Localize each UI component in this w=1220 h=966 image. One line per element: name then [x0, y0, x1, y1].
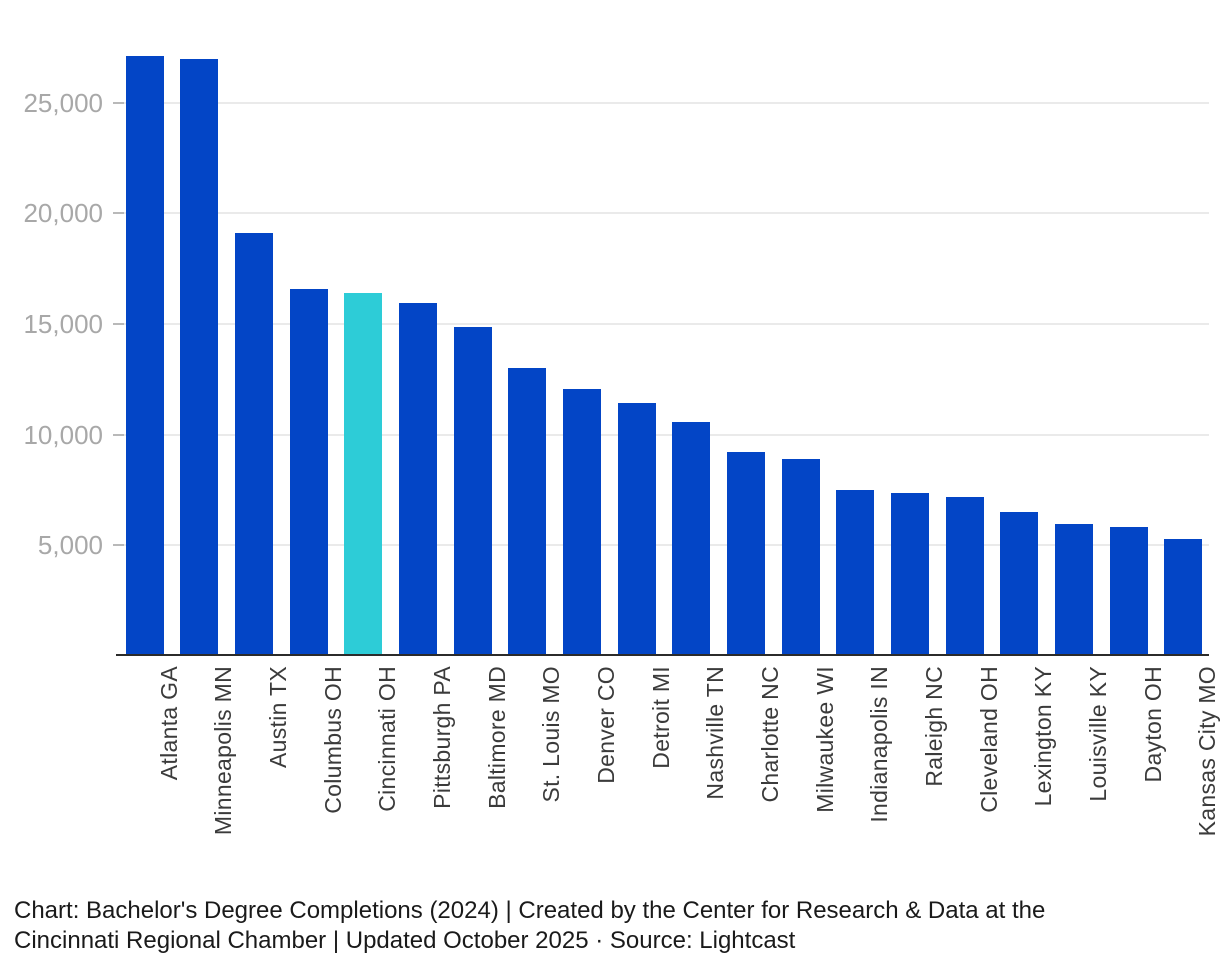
- x-axis-label-milwaukee-wi: Milwaukee WI: [811, 666, 838, 813]
- x-axis-label-indianapolis-in: Indianapolis IN: [866, 666, 893, 823]
- bar-nashville-tn[interactable]: [672, 422, 711, 656]
- x-axis-label-minneapolis-mn: Minneapolis MN: [210, 666, 237, 836]
- y-tick-20000: [113, 212, 124, 215]
- bar-raleigh-nc[interactable]: [890, 493, 929, 656]
- bar-baltimore-md[interactable]: [453, 327, 492, 656]
- x-axis-label-detroit-mi: Detroit MI: [647, 666, 674, 769]
- bar-st-louis-mo[interactable]: [508, 368, 547, 656]
- x-axis-label-denver-co: Denver CO: [593, 666, 619, 784]
- bar-austin-tx[interactable]: [235, 233, 273, 656]
- x-axis-label-dayton-oh: Dayton OH: [1139, 666, 1166, 783]
- bar-columbus-oh[interactable]: [289, 288, 328, 656]
- x-axis-label-cincinnati-oh: Cincinnati OH: [374, 666, 401, 812]
- bar-dayton-oh[interactable]: [1109, 526, 1148, 656]
- bar-cincinnati-oh[interactable]: [344, 292, 383, 656]
- x-axis-label-kansas-city-mo: Kansas City MO: [1194, 666, 1220, 837]
- x-axis-label-st-louis-mo: St. Louis MO: [538, 666, 565, 803]
- x-axis-label-lexington-ky: Lexington KY: [1030, 666, 1057, 807]
- x-axis-line: [116, 653, 1209, 656]
- y-axis-label-25000: 25,000: [23, 87, 103, 118]
- gridline-15000: [116, 322, 1209, 325]
- y-tick-15000: [113, 322, 124, 325]
- bar-atlanta-ga[interactable]: [125, 56, 164, 656]
- gridline-20000: [116, 212, 1209, 215]
- y-axis-label-15000: 15,000: [23, 308, 103, 339]
- bar-pittsburgh-pa[interactable]: [399, 302, 437, 656]
- gridline-5000: [116, 544, 1209, 547]
- x-axis-label-raleigh-nc: Raleigh NC: [920, 666, 947, 787]
- bar-kansas-city-mo[interactable]: [1164, 538, 1203, 656]
- bar-cleveland-oh[interactable]: [945, 496, 984, 656]
- x-axis-label-atlanta-ga: Atlanta GA: [155, 666, 182, 781]
- bar-lexington-ky[interactable]: [1000, 512, 1039, 656]
- gridline-10000: [116, 433, 1209, 436]
- y-axis-label-5000: 5,000: [37, 530, 103, 561]
- bar-milwaukee-wi[interactable]: [781, 459, 820, 656]
- x-axis-label-baltimore-md: Baltimore MD: [483, 666, 510, 809]
- x-axis-label-nashville-tn: Nashville TN: [702, 666, 729, 800]
- chart-caption: Chart: Bachelor's Degree Completions (20…: [14, 896, 1204, 956]
- x-axis-label-columbus-oh: Columbus OH: [319, 666, 346, 814]
- bar-charlotte-nc[interactable]: [727, 452, 765, 656]
- y-tick-25000: [113, 101, 124, 104]
- bar-minneapolis-mn[interactable]: [180, 59, 219, 656]
- bar-detroit-mi[interactable]: [617, 402, 656, 656]
- caption-line-2: Cincinnati Regional Chamber | Updated Oc…: [14, 927, 796, 954]
- x-axis-label-austin-tx: Austin TX: [265, 666, 291, 768]
- y-axis-label-10000: 10,000: [23, 419, 103, 450]
- bar-denver-co[interactable]: [563, 389, 601, 656]
- y-axis-label-20000: 20,000: [23, 198, 103, 229]
- x-axis-label-charlotte-nc: Charlotte NC: [757, 666, 783, 803]
- bar-louisville-ky[interactable]: [1054, 524, 1093, 656]
- y-tick-5000: [113, 544, 124, 547]
- y-tick-10000: [113, 433, 124, 436]
- gridline-25000: [116, 101, 1209, 104]
- bar-indianapolis-in[interactable]: [836, 489, 875, 656]
- caption-line-1: Chart: Bachelor's Degree Completions (20…: [14, 897, 1046, 924]
- x-axis-label-louisville-ky: Louisville KY: [1084, 666, 1111, 802]
- x-axis-label-cleveland-oh: Cleveland OH: [975, 666, 1002, 813]
- x-axis-label-pittsburgh-pa: Pittsburgh PA: [429, 666, 455, 809]
